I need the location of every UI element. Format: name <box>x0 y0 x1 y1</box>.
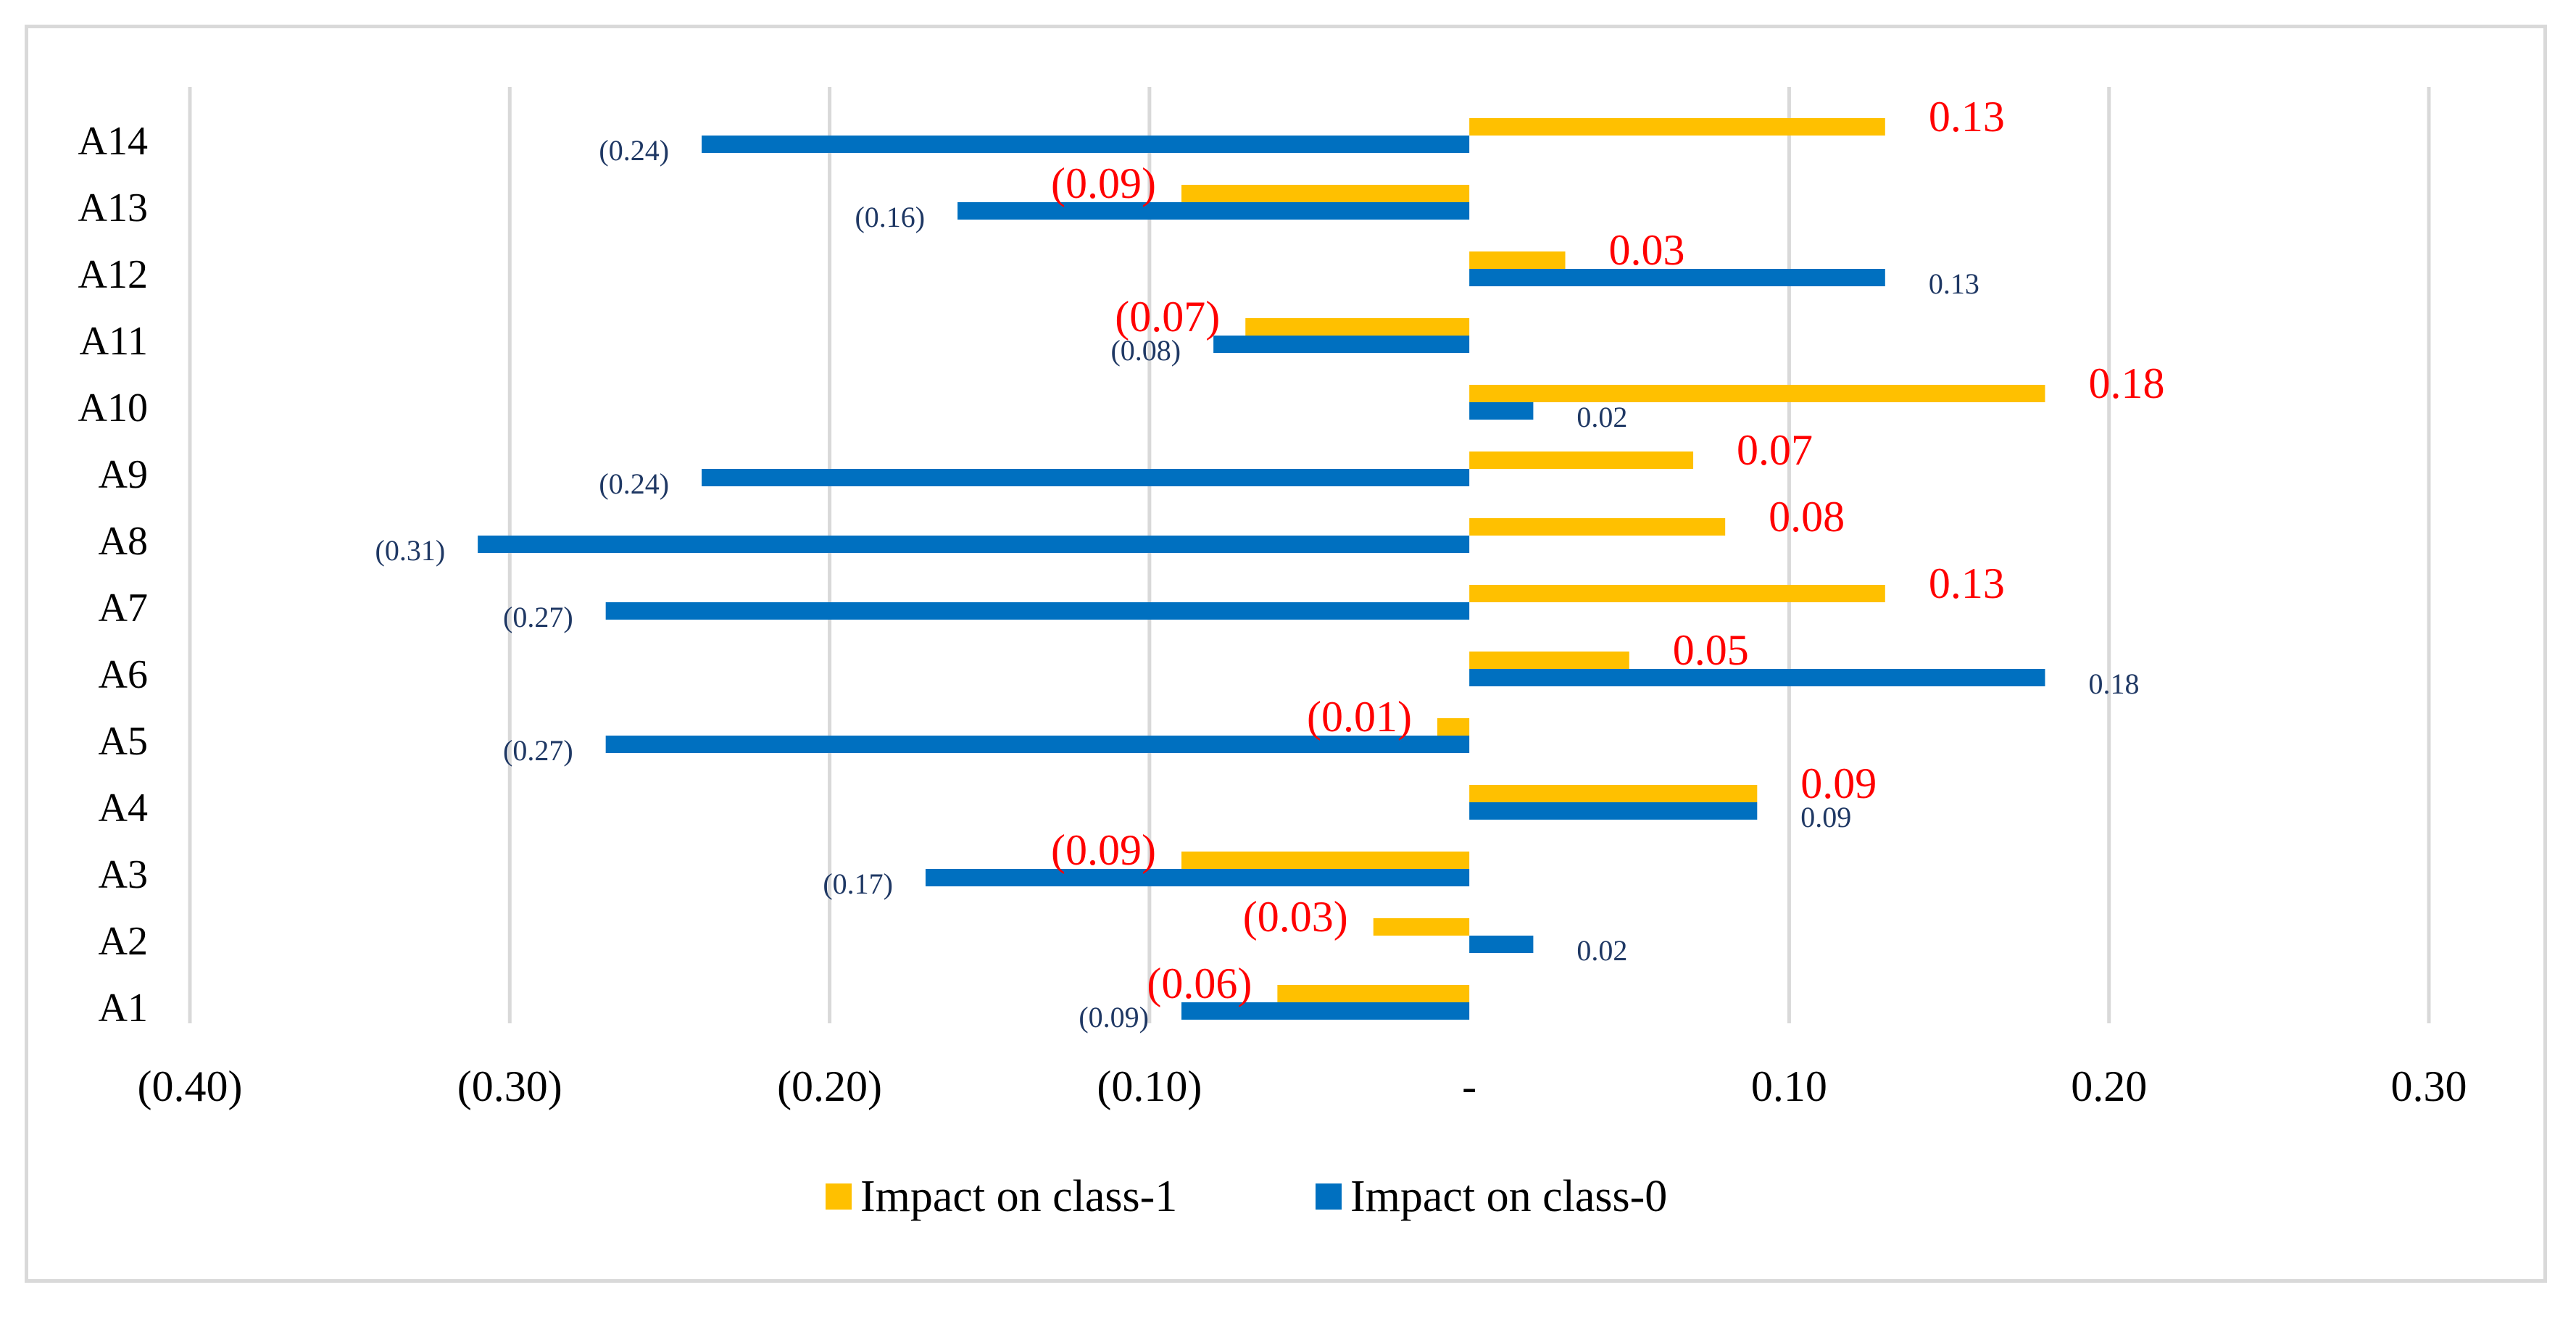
data-label-class-0: (0.08) <box>1110 334 1181 367</box>
bar-class-0 <box>925 869 1470 886</box>
bar-class-1 <box>1277 985 1470 1002</box>
data-label-class-0: (0.09) <box>1079 1001 1149 1033</box>
bar-class-0 <box>1181 1002 1470 1020</box>
category-label: A8 <box>99 519 148 564</box>
chart-frame: (0.06) (0.09) (0.03) 0.02 (0.09) (0.17) 0.09 0.… <box>25 25 2547 1283</box>
bar-class-1 <box>1437 718 1470 736</box>
category-label: A12 <box>78 252 148 297</box>
data-label-class-0: (0.24) <box>599 134 669 167</box>
data-label-class-1: 0.07 <box>1737 426 1813 474</box>
value-axis: (0.40) (0.30) (0.20) (0.10) - 0.10 0.20 0.30 <box>138 1062 2467 1110</box>
data-label-class-0: (0.27) <box>503 734 573 767</box>
bar-chart: (0.06)(0.09)(0.03)0.02(0.09)(0.17)0.090.… <box>78 87 2467 1221</box>
bar-class-1 <box>1373 918 1470 936</box>
legend-swatch <box>1316 1183 1342 1210</box>
bar-class-1 <box>1181 185 1470 202</box>
bar-class-1 <box>1469 452 1694 469</box>
bar-class-0 <box>605 602 1470 620</box>
data-label-class-1: 0.13 <box>1929 93 2005 141</box>
x-tick-label: 0.10 <box>1751 1062 1827 1110</box>
data-label-class-1: 0.13 <box>1929 559 2005 607</box>
category-label: A14 <box>78 119 148 164</box>
bar-class-0 <box>957 202 1470 220</box>
data-label-class-1: 0.18 <box>2088 359 2164 407</box>
bar-class-0 <box>1469 669 2045 686</box>
legend-label: Impact on class-1 <box>860 1172 1177 1221</box>
data-label-class-1: (0.03) <box>1243 893 1348 941</box>
data-label-class-1: (0.09) <box>1051 826 1156 874</box>
legend-swatch <box>826 1183 852 1210</box>
category-axis: A1 A2 A3 A4 A5 A6 A7 A8 A9 A10 A11 A12 A13 A14 <box>78 119 148 1031</box>
data-label-class-1: (0.07) <box>1115 293 1220 341</box>
bar-class-1 <box>1469 518 1726 536</box>
bar-class-0 <box>478 536 1470 553</box>
category-label: A3 <box>99 852 148 897</box>
category-label: A11 <box>80 319 148 364</box>
bar-class-0 <box>1469 802 1758 820</box>
data-label-class-1: 0.09 <box>1800 760 1877 807</box>
data-label-class-0: 0.02 <box>1576 934 1627 967</box>
bar-class-1 <box>1469 118 1885 136</box>
x-tick-label: (0.10) <box>1097 1062 1202 1110</box>
data-label-class-0: 0.02 <box>1576 401 1627 433</box>
bar-class-1 <box>1469 251 1566 269</box>
data-label-class-0: (0.27) <box>503 601 573 633</box>
bar-class-1 <box>1469 652 1629 669</box>
data-label-class-1: (0.06) <box>1147 960 1252 1007</box>
gridlines <box>188 87 2431 1023</box>
bar-class-0 <box>1213 336 1470 353</box>
category-label: A13 <box>78 186 148 230</box>
data-label-class-1: (0.01) <box>1307 693 1412 741</box>
data-label-class-0: 0.18 <box>2088 667 2139 700</box>
data-label-class-1: (0.09) <box>1051 159 1156 207</box>
data-labels: (0.06)(0.09)(0.03)0.02(0.09)(0.17)0.090.… <box>375 93 2165 1033</box>
bar-class-0 <box>1469 402 1534 420</box>
data-label-class-0: (0.24) <box>599 467 669 500</box>
bar-class-0 <box>605 736 1470 753</box>
x-tick-label: - <box>1462 1062 1476 1110</box>
bar-class-1 <box>1469 585 1885 602</box>
category-label: A5 <box>99 719 148 764</box>
category-label: A10 <box>78 386 148 430</box>
data-label-class-0: (0.17) <box>823 867 893 900</box>
x-tick-label: 0.30 <box>2391 1062 2467 1110</box>
data-label-class-0: 0.13 <box>1929 267 1979 300</box>
data-label-class-0: (0.16) <box>855 201 925 233</box>
category-label: A7 <box>99 586 148 631</box>
bar-class-1 <box>1181 852 1470 869</box>
category-label: A4 <box>99 786 148 831</box>
data-label-class-1: 0.08 <box>1769 493 1845 541</box>
bar-class-0 <box>702 469 1470 486</box>
x-tick-label: (0.30) <box>457 1062 562 1110</box>
bar-class-0 <box>702 136 1470 153</box>
bar-class-1 <box>1245 318 1470 336</box>
x-tick-label: (0.40) <box>138 1062 243 1110</box>
data-label-class-1: 0.03 <box>1609 226 1685 274</box>
bar-class-0 <box>1469 936 1534 953</box>
bars <box>478 118 2045 1020</box>
category-label: A9 <box>99 452 148 497</box>
data-label-class-1: 0.05 <box>1673 626 1749 674</box>
x-tick-label: (0.20) <box>777 1062 882 1110</box>
bar-class-1 <box>1469 385 2045 402</box>
category-label: A6 <box>99 652 148 697</box>
legend: Impact on class-1 Impact on class-0 <box>826 1172 1667 1221</box>
bar-class-1 <box>1469 785 1758 802</box>
bar-class-0 <box>1469 269 1885 286</box>
data-label-class-0: (0.31) <box>375 534 446 567</box>
category-label: A2 <box>99 919 148 964</box>
data-label-class-0: 0.09 <box>1800 801 1851 833</box>
category-label: A1 <box>99 986 148 1031</box>
x-tick-label: 0.20 <box>2071 1062 2147 1110</box>
legend-label: Impact on class-0 <box>1350 1172 1667 1221</box>
